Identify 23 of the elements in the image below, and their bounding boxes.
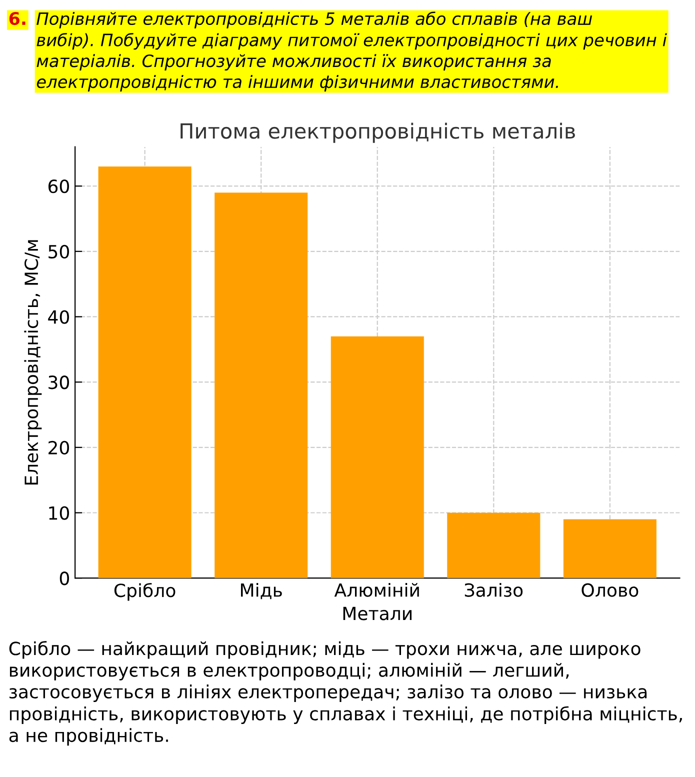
text: Порівняйте електропровідність 5 металів або сплавів (на ваш вибір). Побудуйте діаграму питомої електропровідності цих речовин і матеріалів. Спрогнозуйте можливості їх використання за електропровідністю та іншими фізичними властивостями. bbox=[36, 12, 667, 92]
y-tick-label: 10 bbox=[49, 506, 69, 520]
bar bbox=[563, 519, 656, 578]
bar bbox=[98, 166, 192, 578]
x-tick-label: Алюміній bbox=[334, 582, 419, 597]
y-tick-label: 60 bbox=[48, 180, 69, 194]
text: Срібло — найкращий провідник; мідь — трохи нижча, але широко використовується в електропроводці; алюміній — легший, застосовується в лініях електропередач; залізо та олово — низька провідність, використовують у сплавах і техніці, де потрібна міцність, а не провідність. bbox=[9, 641, 682, 746]
text: 6. bbox=[9, 12, 26, 26]
x-tick-label: Срібло bbox=[114, 582, 176, 601]
x-axis-title: Метали bbox=[343, 606, 412, 620]
y-axis-title: Електропровідність, МС/м bbox=[24, 240, 42, 485]
bar bbox=[214, 192, 308, 578]
x-tick-label: Мідь bbox=[241, 582, 282, 600]
bar bbox=[330, 336, 424, 578]
y-tick-label: 20 bbox=[48, 440, 69, 455]
y-tick-label: 40 bbox=[48, 310, 69, 324]
y-tick-label: 30 bbox=[48, 376, 69, 390]
x-tick-label: Олово bbox=[582, 583, 638, 597]
bar bbox=[447, 512, 540, 578]
x-tick-label: Залізо bbox=[464, 582, 523, 597]
y-tick-label: 50 bbox=[48, 244, 69, 259]
y-tick-label: 0 bbox=[60, 572, 69, 586]
chart-title: Питома електропровідність металів bbox=[180, 122, 575, 143]
